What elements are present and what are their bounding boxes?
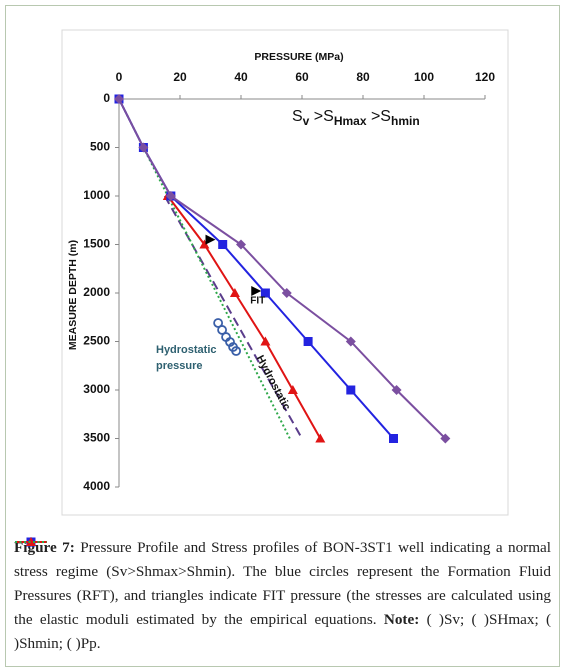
point — [114, 94, 124, 104]
y-tick-label: 2500 — [83, 334, 110, 348]
point — [218, 240, 228, 249]
point — [199, 239, 210, 249]
point — [287, 385, 298, 394]
point — [315, 433, 326, 443]
y-tick-label: 500 — [90, 140, 110, 154]
point — [391, 385, 402, 395]
caption-text: Pressure Profile and Stress profiles of … — [14, 539, 551, 628]
x-tick-label: 60 — [295, 70, 309, 84]
hydrostatic-pressure-label: Hydrostatic — [156, 344, 217, 356]
y-tick-label: 1500 — [83, 237, 110, 251]
figure-frame — [5, 5, 560, 667]
point — [345, 336, 356, 347]
point — [346, 385, 356, 395]
legend-swatch — [15, 541, 47, 543]
equation-part: S — [292, 108, 303, 125]
legend-punct: ; — [534, 611, 539, 628]
legend-punct: ( — [471, 611, 477, 628]
rft-point — [213, 318, 224, 328]
equation-subscript: hmin — [391, 114, 420, 128]
fit-label: FIT — [250, 296, 265, 307]
legend-punct: . — [96, 635, 101, 652]
point — [229, 288, 240, 297]
legend-punct: ) — [483, 611, 489, 628]
legend-punct: ; — [460, 611, 465, 628]
x-tick-label: 40 — [234, 70, 248, 84]
rft-point — [231, 346, 242, 356]
point — [138, 142, 149, 153]
legend-punct: ) — [14, 635, 20, 652]
legend-label: SHmax — [488, 611, 535, 628]
equation-part: >S — [367, 108, 391, 125]
y-tick-label: 2000 — [83, 285, 110, 299]
legend-punct: ( — [546, 611, 552, 628]
x-tick-label: 80 — [356, 70, 370, 84]
hydrostatic-label: Hydrostatic — [254, 353, 293, 412]
y-axis-title: MEASURE DEPTH (m) — [67, 240, 79, 350]
series-line — [118, 98, 447, 440]
point — [236, 239, 246, 250]
point — [281, 288, 292, 298]
x-tick-label: 100 — [414, 70, 434, 84]
x-tick-label: 0 — [116, 70, 123, 84]
point — [303, 337, 313, 346]
fit-point — [205, 234, 216, 245]
rft-point — [217, 325, 227, 335]
point — [440, 433, 451, 444]
legend-label: Sv — [443, 611, 461, 628]
legend-punct: ) — [75, 635, 81, 652]
chart: PRESSURE (MPa) MEASURE DEPTH (m) 0 20 40 60… — [61, 29, 509, 516]
equation-subscript: v — [303, 114, 310, 128]
legend-label: Pp — [80, 635, 97, 652]
equation-subscript: Hmax — [334, 114, 367, 128]
y-tick-label: 1000 — [83, 188, 110, 202]
y-tick-label: 4000 — [83, 479, 110, 493]
point — [389, 434, 398, 443]
x-axis-title: PRESSURE (MPa) — [254, 51, 343, 63]
legend-punct: ; — [58, 635, 63, 652]
plot-frame — [61, 29, 509, 516]
legend-punct: ( — [426, 611, 432, 628]
point — [165, 191, 176, 201]
legend-punct: ) — [438, 611, 444, 628]
note-label: Note: — [383, 611, 420, 628]
caption: Figure 7: Pressure Profile and Stress pr… — [14, 536, 551, 656]
y-tick-label: 3500 — [83, 431, 110, 445]
legend-punct: ( — [66, 635, 72, 652]
y-tick-label: 0 — [103, 91, 110, 105]
point — [260, 288, 270, 298]
point — [260, 336, 271, 346]
hydrostatic-pressure-label: pressure — [156, 360, 202, 372]
equation: Sv >SHmax >Shmin — [292, 108, 420, 128]
point — [26, 537, 36, 546]
equation-part: >S — [309, 108, 333, 125]
legend-label: Shmin — [19, 635, 59, 652]
fit-point — [251, 286, 262, 297]
y-tick-label: 3000 — [83, 382, 110, 396]
x-tick-label: 120 — [475, 70, 495, 84]
series-line — [167, 195, 322, 439]
x-tick-label: 20 — [173, 70, 187, 84]
